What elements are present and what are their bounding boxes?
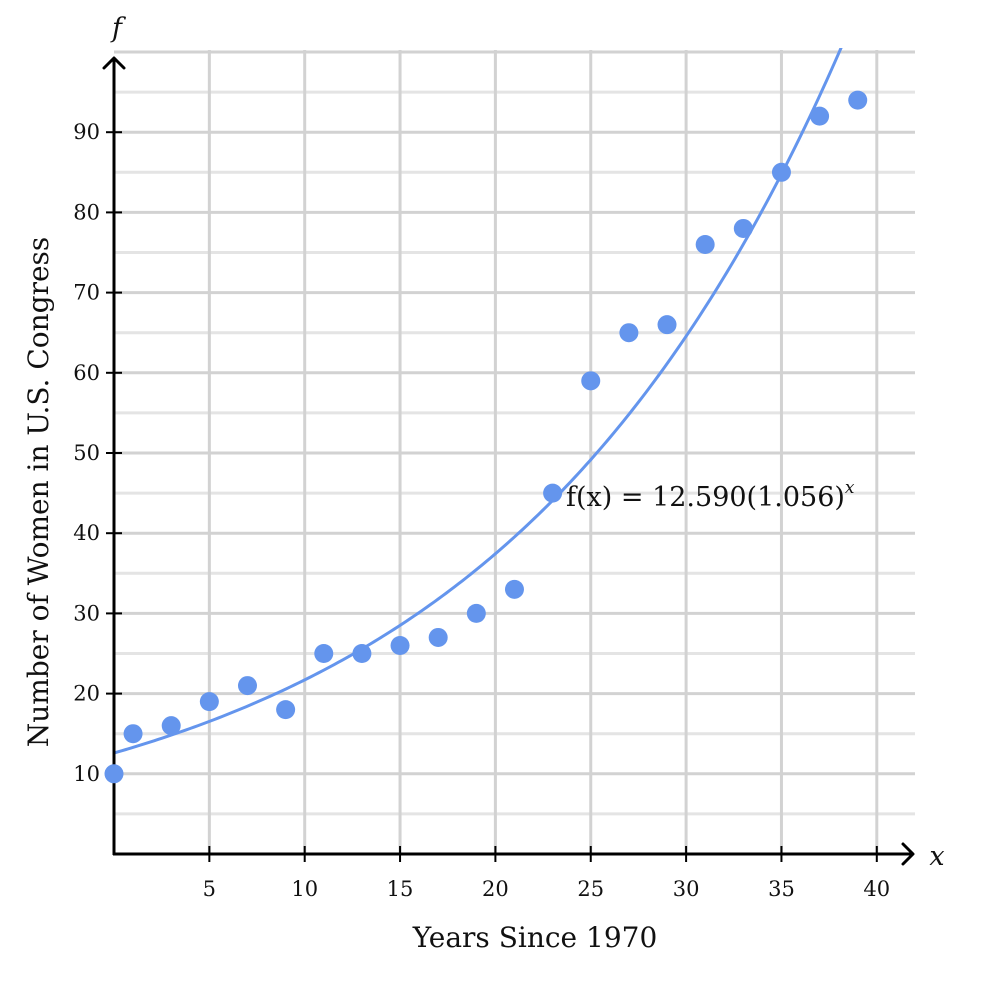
data-point xyxy=(314,644,334,663)
x-axis-arrow xyxy=(901,842,915,866)
data-point xyxy=(504,579,524,599)
y-tick-label: 30 xyxy=(73,601,100,625)
y-axis-arrow xyxy=(102,56,126,70)
fit-curve xyxy=(114,48,843,755)
y-axis-title: Number of Women in U.S. Congress xyxy=(22,237,55,748)
fit-equation-exponent: x xyxy=(845,478,855,498)
axes xyxy=(102,56,915,866)
data-point xyxy=(466,603,486,623)
x-tick-label: 30 xyxy=(673,877,700,901)
data-point xyxy=(657,315,677,335)
fit-equation-label: f(x) = 12.590(1.056)x xyxy=(566,478,855,513)
fit-equation-text: f(x) = 12.590(1.056) xyxy=(566,482,845,513)
data-point xyxy=(123,724,143,744)
data-point xyxy=(771,162,791,182)
x-axis-variable: x xyxy=(929,841,944,872)
data-point xyxy=(352,644,372,663)
x-tick-label: 10 xyxy=(291,877,318,901)
data-point xyxy=(619,323,639,343)
x-tick-label: 40 xyxy=(863,877,890,901)
data-point xyxy=(695,234,715,254)
data-point xyxy=(161,716,181,736)
data-point xyxy=(733,218,753,238)
data-point xyxy=(848,90,868,110)
data-point xyxy=(199,692,219,712)
y-tick-label: 50 xyxy=(73,441,100,465)
x-tick-label: 5 xyxy=(203,877,216,901)
y-tick-label: 10 xyxy=(73,762,100,786)
data-points xyxy=(104,90,868,784)
x-tick-label: 25 xyxy=(577,877,604,901)
x-axis-title: Years Since 1970 xyxy=(412,921,658,954)
y-tick-label: 90 xyxy=(73,120,100,144)
y-axis-variable: f xyxy=(110,13,126,44)
data-point xyxy=(810,106,830,126)
x-tick-label: 20 xyxy=(482,877,509,901)
y-tick-label: 80 xyxy=(73,200,100,224)
data-point xyxy=(543,483,563,503)
y-tick-label: 40 xyxy=(73,521,100,545)
data-point xyxy=(390,635,410,655)
y-tick-label: 70 xyxy=(73,281,100,305)
data-point xyxy=(428,627,448,647)
data-point xyxy=(276,700,296,720)
grid xyxy=(114,50,915,854)
data-point xyxy=(237,676,257,696)
data-point xyxy=(581,371,601,391)
data-point xyxy=(104,764,124,784)
tick-labels: 5 10 15 20 25 30 35 40 10 20 30 40 50 60 70 80 90 xyxy=(73,120,890,901)
x-tick-label: 15 xyxy=(387,877,414,901)
y-tick-label: 20 xyxy=(73,682,100,706)
x-tick-label: 35 xyxy=(768,877,795,901)
y-tick-label: 60 xyxy=(73,361,100,385)
fit-curve-layer xyxy=(114,48,843,755)
